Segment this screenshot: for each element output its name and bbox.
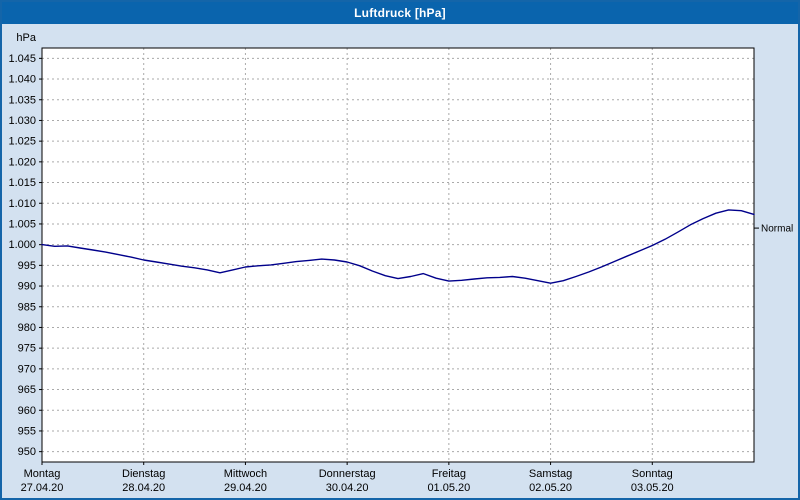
svg-text:1.045: 1.045 [8,53,36,65]
svg-text:950: 950 [18,446,36,458]
svg-text:985: 985 [18,301,36,313]
svg-text:Freitag: Freitag [432,468,466,480]
svg-text:995: 995 [18,260,36,272]
svg-text:02.05.20: 02.05.20 [529,482,572,494]
svg-text:27.04.20: 27.04.20 [21,482,64,494]
svg-text:1.030: 1.030 [8,115,36,127]
svg-text:980: 980 [18,322,36,334]
svg-text:955: 955 [18,425,36,437]
svg-text:01.05.20: 01.05.20 [427,482,470,494]
svg-text:1.015: 1.015 [8,177,36,189]
svg-text:Sonntag: Sonntag [632,468,673,480]
svg-text:965: 965 [18,384,36,396]
svg-text:Dienstag: Dienstag [122,468,165,480]
svg-text:Samstag: Samstag [529,468,572,480]
svg-text:28.04.20: 28.04.20 [122,482,165,494]
svg-text:1.035: 1.035 [8,94,36,106]
svg-text:hPa: hPa [16,32,36,44]
svg-text:975: 975 [18,343,36,355]
svg-text:30.04.20: 30.04.20 [326,482,369,494]
svg-text:Donnerstag: Donnerstag [319,468,376,480]
svg-text:1.005: 1.005 [8,218,36,230]
svg-text:960: 960 [18,405,36,417]
svg-text:1.020: 1.020 [8,156,36,168]
svg-text:Mittwoch: Mittwoch [224,468,267,480]
svg-text:29.04.20: 29.04.20 [224,482,267,494]
window-title: Luftdruck [hPa] [354,6,446,20]
svg-text:990: 990 [18,281,36,293]
svg-text:1.010: 1.010 [8,198,36,210]
svg-text:Normal: Normal [761,224,793,235]
title-bar: Luftdruck [hPa] [2,2,798,24]
pressure-chart: 1.045 1.040 1.035 1.030 1.025 1.020 1.015 1.010… [8,32,793,494]
svg-text:03.05.20: 03.05.20 [631,482,674,494]
svg-text:970: 970 [18,363,36,375]
svg-text:1.040: 1.040 [8,74,36,86]
svg-text:1.000: 1.000 [8,239,36,251]
svg-text:Montag: Montag [24,468,61,480]
svg-text:1.025: 1.025 [8,136,36,148]
